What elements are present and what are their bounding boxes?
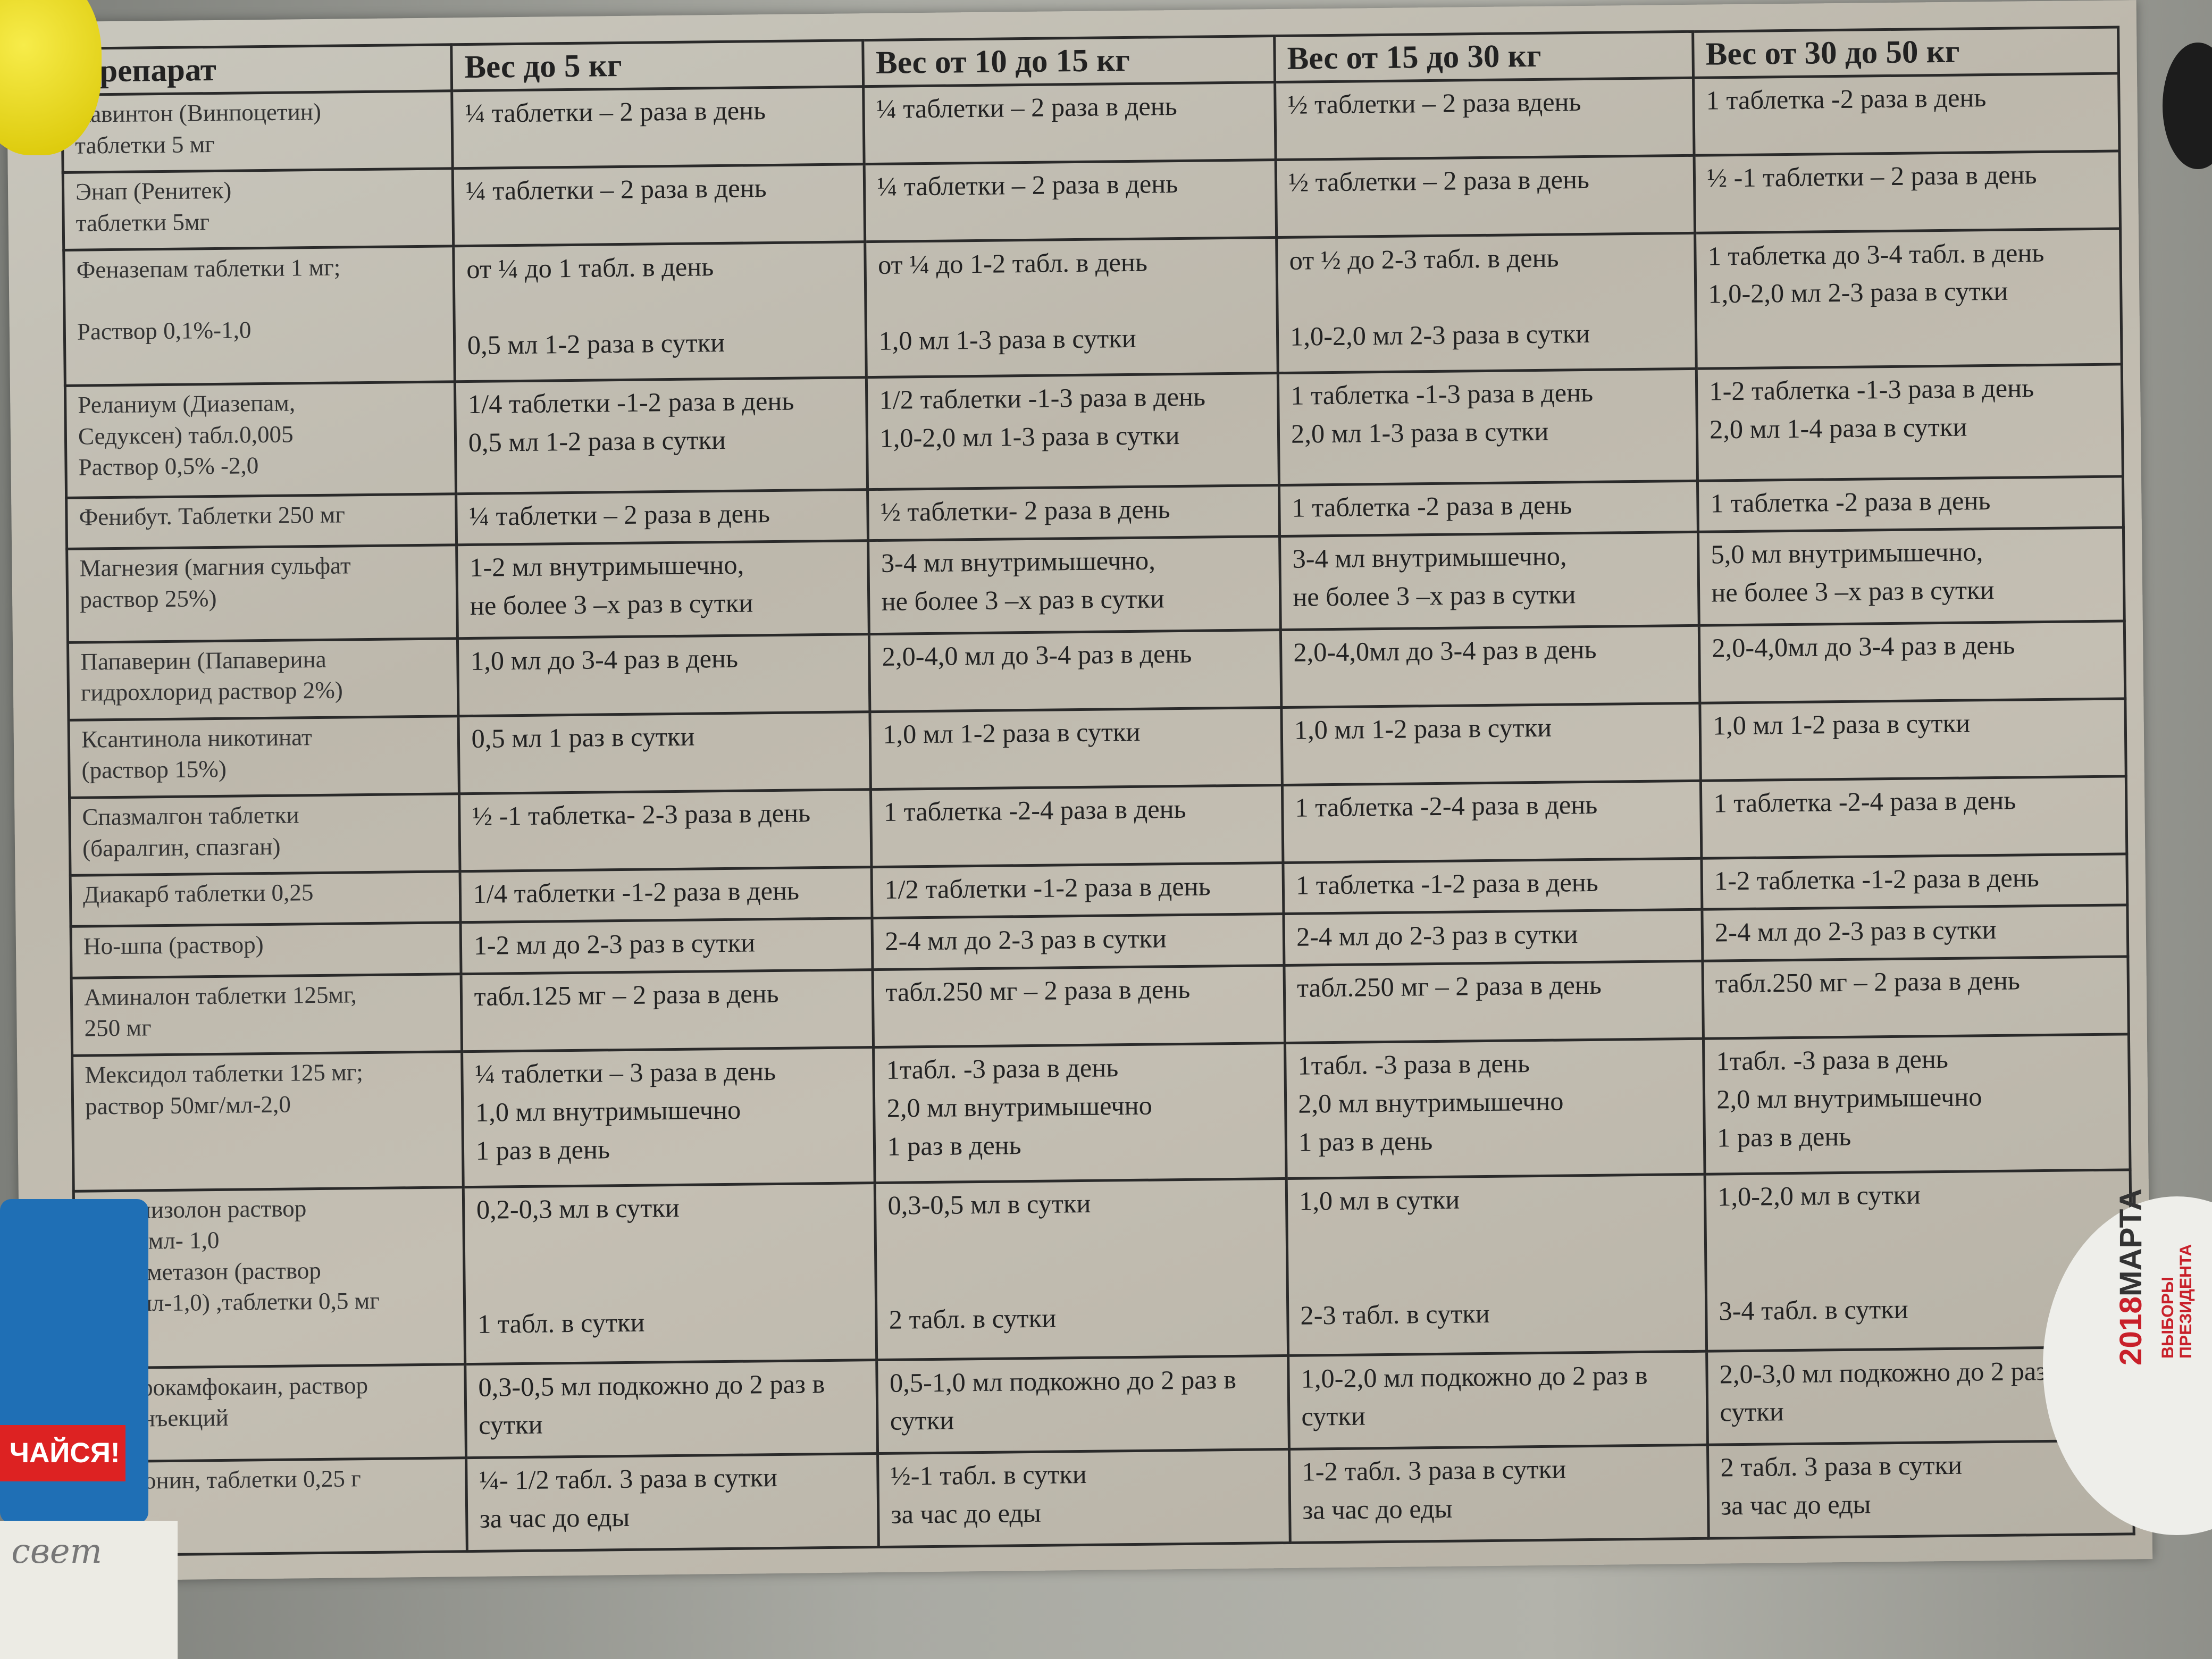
dosage-cell: 1/4 таблетки -1-2 раза в день <box>460 867 872 923</box>
dosage-cell: 1 таблетка -2-4 раза в день <box>870 785 1283 867</box>
dosage-cell: 1-2 табл. 3 раза в сутки за час до еды <box>1288 1445 1708 1543</box>
column-header: Вес от 30 до 50 кг <box>1692 27 2119 78</box>
dosage-cell: ½-1 табл. в сутки за час до еды <box>877 1449 1290 1547</box>
dosage-cell: ¼ таблетки – 3 раза в день 1,0 мл внутри… <box>462 1047 875 1187</box>
dosage-cell: 2,0-4,0мл до 3-4 раз в день <box>1698 621 2125 703</box>
column-header: Вес от 10 до 15 кг <box>862 36 1275 87</box>
dosage-cell: 1,0 мл 1-2 раза в сутки <box>1281 703 1700 785</box>
drug-name-cell: Мексидол таблетки 125 мг; раствор 50мг/м… <box>71 1051 464 1192</box>
dosage-cell: ¼ таблетки – 2 раза в день <box>456 489 868 545</box>
note-text: свет <box>11 1532 102 1572</box>
yellow-magnet <box>0 0 102 155</box>
dosage-cell: 1 таблетка -2 раза в день <box>1697 476 2124 532</box>
table-row: Реланиум (Диазепам, Седуксен) табл.0,005… <box>64 364 2123 498</box>
dosage-sheet: Препарат Вес до 5 кг Вес от 10 до 15 кг Вес… <box>6 0 2152 1581</box>
dosage-cell: 1/2 таблетки -1-2 раза в день <box>871 862 1284 919</box>
dosage-cell: 1,0-2,0 мл подкожно до 2 раз в сутки <box>1288 1351 1707 1449</box>
dosage-cell: ½ -1 таблетка- 2-3 раза в день <box>459 789 872 872</box>
dosage-cell: ¼ таблетки – 2 раза в день <box>864 160 1277 242</box>
dosage-cell: 1 таблетка -2 раза в день <box>1278 481 1698 537</box>
table-row: Феназепам таблетки 1 мг; Раствор 0,1%-1,… <box>63 229 2122 386</box>
badge-sub: ВЫБОРЫ ПРЕЗИДЕНТА <box>2158 1244 2196 1359</box>
dosage-cell: ¼ таблетки – 2 раза в день <box>451 86 864 169</box>
dosage-cell: 1табл. -3 раза в день 2,0 мл внутримышеч… <box>1703 1034 2130 1175</box>
dosage-cell: 1-2 таблетка -1-2 раза в день <box>1701 854 2127 910</box>
dosage-cell: ¼ таблетки – 2 раза в день <box>863 82 1276 165</box>
dosage-cell: табл.250 мг – 2 раза в день <box>1284 961 1703 1043</box>
dosage-cell: ½ -1 таблетки – 2 раза в день <box>1694 151 2121 233</box>
badge-month: МАРТА <box>2114 1188 2149 1297</box>
dosage-cell: 3-4 мл внутримышечно, не более 3 –х раз … <box>1279 532 1699 630</box>
dosage-cell: 5,0 мл внутримышечно, не более 3 –х раз … <box>1697 527 2125 626</box>
drug-name-cell: Но-шпа (раствор) <box>70 923 462 978</box>
dosage-cell: ½ таблетки – 2 раза в день <box>1275 155 1695 238</box>
card-text: ЧАЙСЯ! <box>0 1425 126 1481</box>
drug-name-cell: Феназепам таблетки 1 мг; Раствор 0,1%-1,… <box>63 246 455 386</box>
dosage-cell: 0,5 мл 1 раз в сутки <box>458 711 871 794</box>
drug-name-cell: Энап (Ренитек) таблетки 5мг <box>62 169 454 251</box>
drug-name-cell: Ксантинола никотинат (раствор 15%) <box>68 716 459 798</box>
column-header: Препарат <box>61 44 452 95</box>
dosage-cell: 2,0-4,0мл до 3-4 раз в день <box>1280 625 1700 708</box>
table-row: Преднизолон раствор 30 мг/мл- 1,0 Дексам… <box>73 1169 2132 1369</box>
drug-name-cell: Папаверин (Папаверина гидрохлорид раство… <box>67 638 458 720</box>
column-header: Вес от 15 до 30 кг <box>1274 31 1693 82</box>
dosage-cell: 1,0 мл в сутки 2-3 табл. в сутки <box>1286 1174 1707 1356</box>
dosage-cell: 0,2-0,3 мл в сутки 1 табл. в сутки <box>463 1183 877 1365</box>
dosage-cell: 1/2 таблетки -1-3 раза в день 1,0-2,0 мл… <box>866 373 1279 490</box>
dosage-cell: 1-2 мл внутримышечно, не более 3 –х раз … <box>456 540 869 639</box>
drug-name-cell: Диакарб таблетки 0,25 <box>70 872 461 927</box>
drug-name-cell: Магнезия (магния сульфат раствор 25%) <box>66 544 458 643</box>
dosage-cell: 1 таблетка -2 раза в день <box>1692 73 2119 156</box>
dosage-cell: табл.250 мг – 2 раза в день <box>1702 956 2129 1039</box>
dosage-cell: 0,5-1,0 мл подкожно до 2 раз в сутки <box>876 1356 1289 1454</box>
dosage-cell: ¼ таблетки – 2 раза в день <box>453 164 865 247</box>
dosage-cell: ½ таблетки – 2 раза вдень <box>1274 78 1694 160</box>
dosage-cell: 0,3-0,5 мл в сутки 2 табл. в сутки <box>874 1178 1288 1361</box>
drug-name-cell: Реланиум (Диазепам, Седуксен) табл.0,005… <box>64 381 456 498</box>
black-magnet <box>2163 42 2212 170</box>
dosage-cell: 1 таблетка до 3-4 табл. в день 1,0-2,0 м… <box>1695 229 2122 369</box>
drug-name-cell: Аминалон таблетки 125мг, 250 мг <box>71 974 462 1056</box>
drug-name-cell: Спазмалгон таблетки (баралгин, спазган) <box>69 793 460 876</box>
dosage-cell: 1,0 мл до 3-4 раз в день <box>457 634 870 716</box>
dosage-cell: 0,3-0,5 мл подкожно до 2 раз в сутки <box>465 1360 878 1458</box>
dosage-cell: 1 таблетка -1-2 раза в день <box>1283 858 1702 915</box>
sticky-note: свет <box>0 1521 178 1659</box>
dosage-cell: 3-4 мл внутримышечно, не более 3 –х раз … <box>868 536 1280 634</box>
drug-name-cell: Кавинтон (Винпоцетин) таблетки 5 мг <box>62 90 453 173</box>
dosage-cell: 1,0 мл 1-2 раза в сутки <box>869 707 1282 790</box>
badge-year: 2018 <box>2114 1296 2149 1366</box>
dosage-cell: от ¼ до 1-2 табл. в день 1,0 мл 1-3 раза… <box>865 238 1278 378</box>
dosage-cell: 1 таблетка -2-4 раза в день <box>1281 781 1702 863</box>
drug-name-cell: Фенибут. Таблетки 250 мг <box>65 493 457 549</box>
dosage-cell: табл.250 мг – 2 раза в день <box>872 965 1285 1048</box>
dosage-cell: от ½ до 2-3 табл. в день 1,0-2,0 мл 2-3 … <box>1276 233 1696 373</box>
dosage-cell: 2-4 мл до 2-3 раз в сутки <box>1283 909 1703 966</box>
dosage-cell: 1-2 таблетка -1-3 раза в день 2,0 мл 1-4… <box>1696 364 2123 481</box>
table-row: Мексидол таблетки 125 мг; раствор 50мг/м… <box>71 1034 2130 1192</box>
dosage-cell: 2,0-4,0 мл до 3-4 раз в день <box>869 630 1281 712</box>
dosage-cell: 2-4 мл до 2-3 раз в сутки <box>872 914 1284 970</box>
dosage-cell: 1/4 таблетки -1-2 раза в день 0,5 мл 1-2… <box>455 377 868 494</box>
dosage-cell: 2-4 мл до 2-3 раз в сутки <box>1702 905 2128 961</box>
dosage-table: Препарат Вес до 5 кг Вес от 10 до 15 кг Вес… <box>60 26 2135 1556</box>
dosage-cell: ¼- 1/2 табл. 3 раза в сутки за час до ед… <box>466 1453 879 1552</box>
dosage-cell: 1 таблетка -1-3 раза в день 2,0 мл 1-3 р… <box>1277 368 1697 485</box>
column-header: Вес до 5 кг <box>451 40 864 91</box>
dosage-cell: ½ таблетки- 2 раза в день <box>867 485 1279 541</box>
dosage-cell: от ¼ до 1 табл. в день 0,5 мл 1-2 раза в… <box>453 242 867 382</box>
dosage-cell: 1,0 мл 1-2 раза в сутки <box>1699 698 2126 781</box>
dosage-cell: табл.125 мг – 2 раза в день <box>461 969 874 1052</box>
dosage-cell: 1-2 мл до 2-3 раз в сутки <box>460 918 873 974</box>
dosage-cell: 1 таблетка -2-4 раза в день <box>1700 776 2127 859</box>
dosage-cell: 1табл. -3 раза в день 2,0 мл внутримышеч… <box>873 1043 1286 1183</box>
party-card: ЧАЙСЯ! <box>0 1199 148 1524</box>
dosage-cell: 1табл. -3 раза в день 2,0 мл внутримышеч… <box>1284 1038 1705 1179</box>
